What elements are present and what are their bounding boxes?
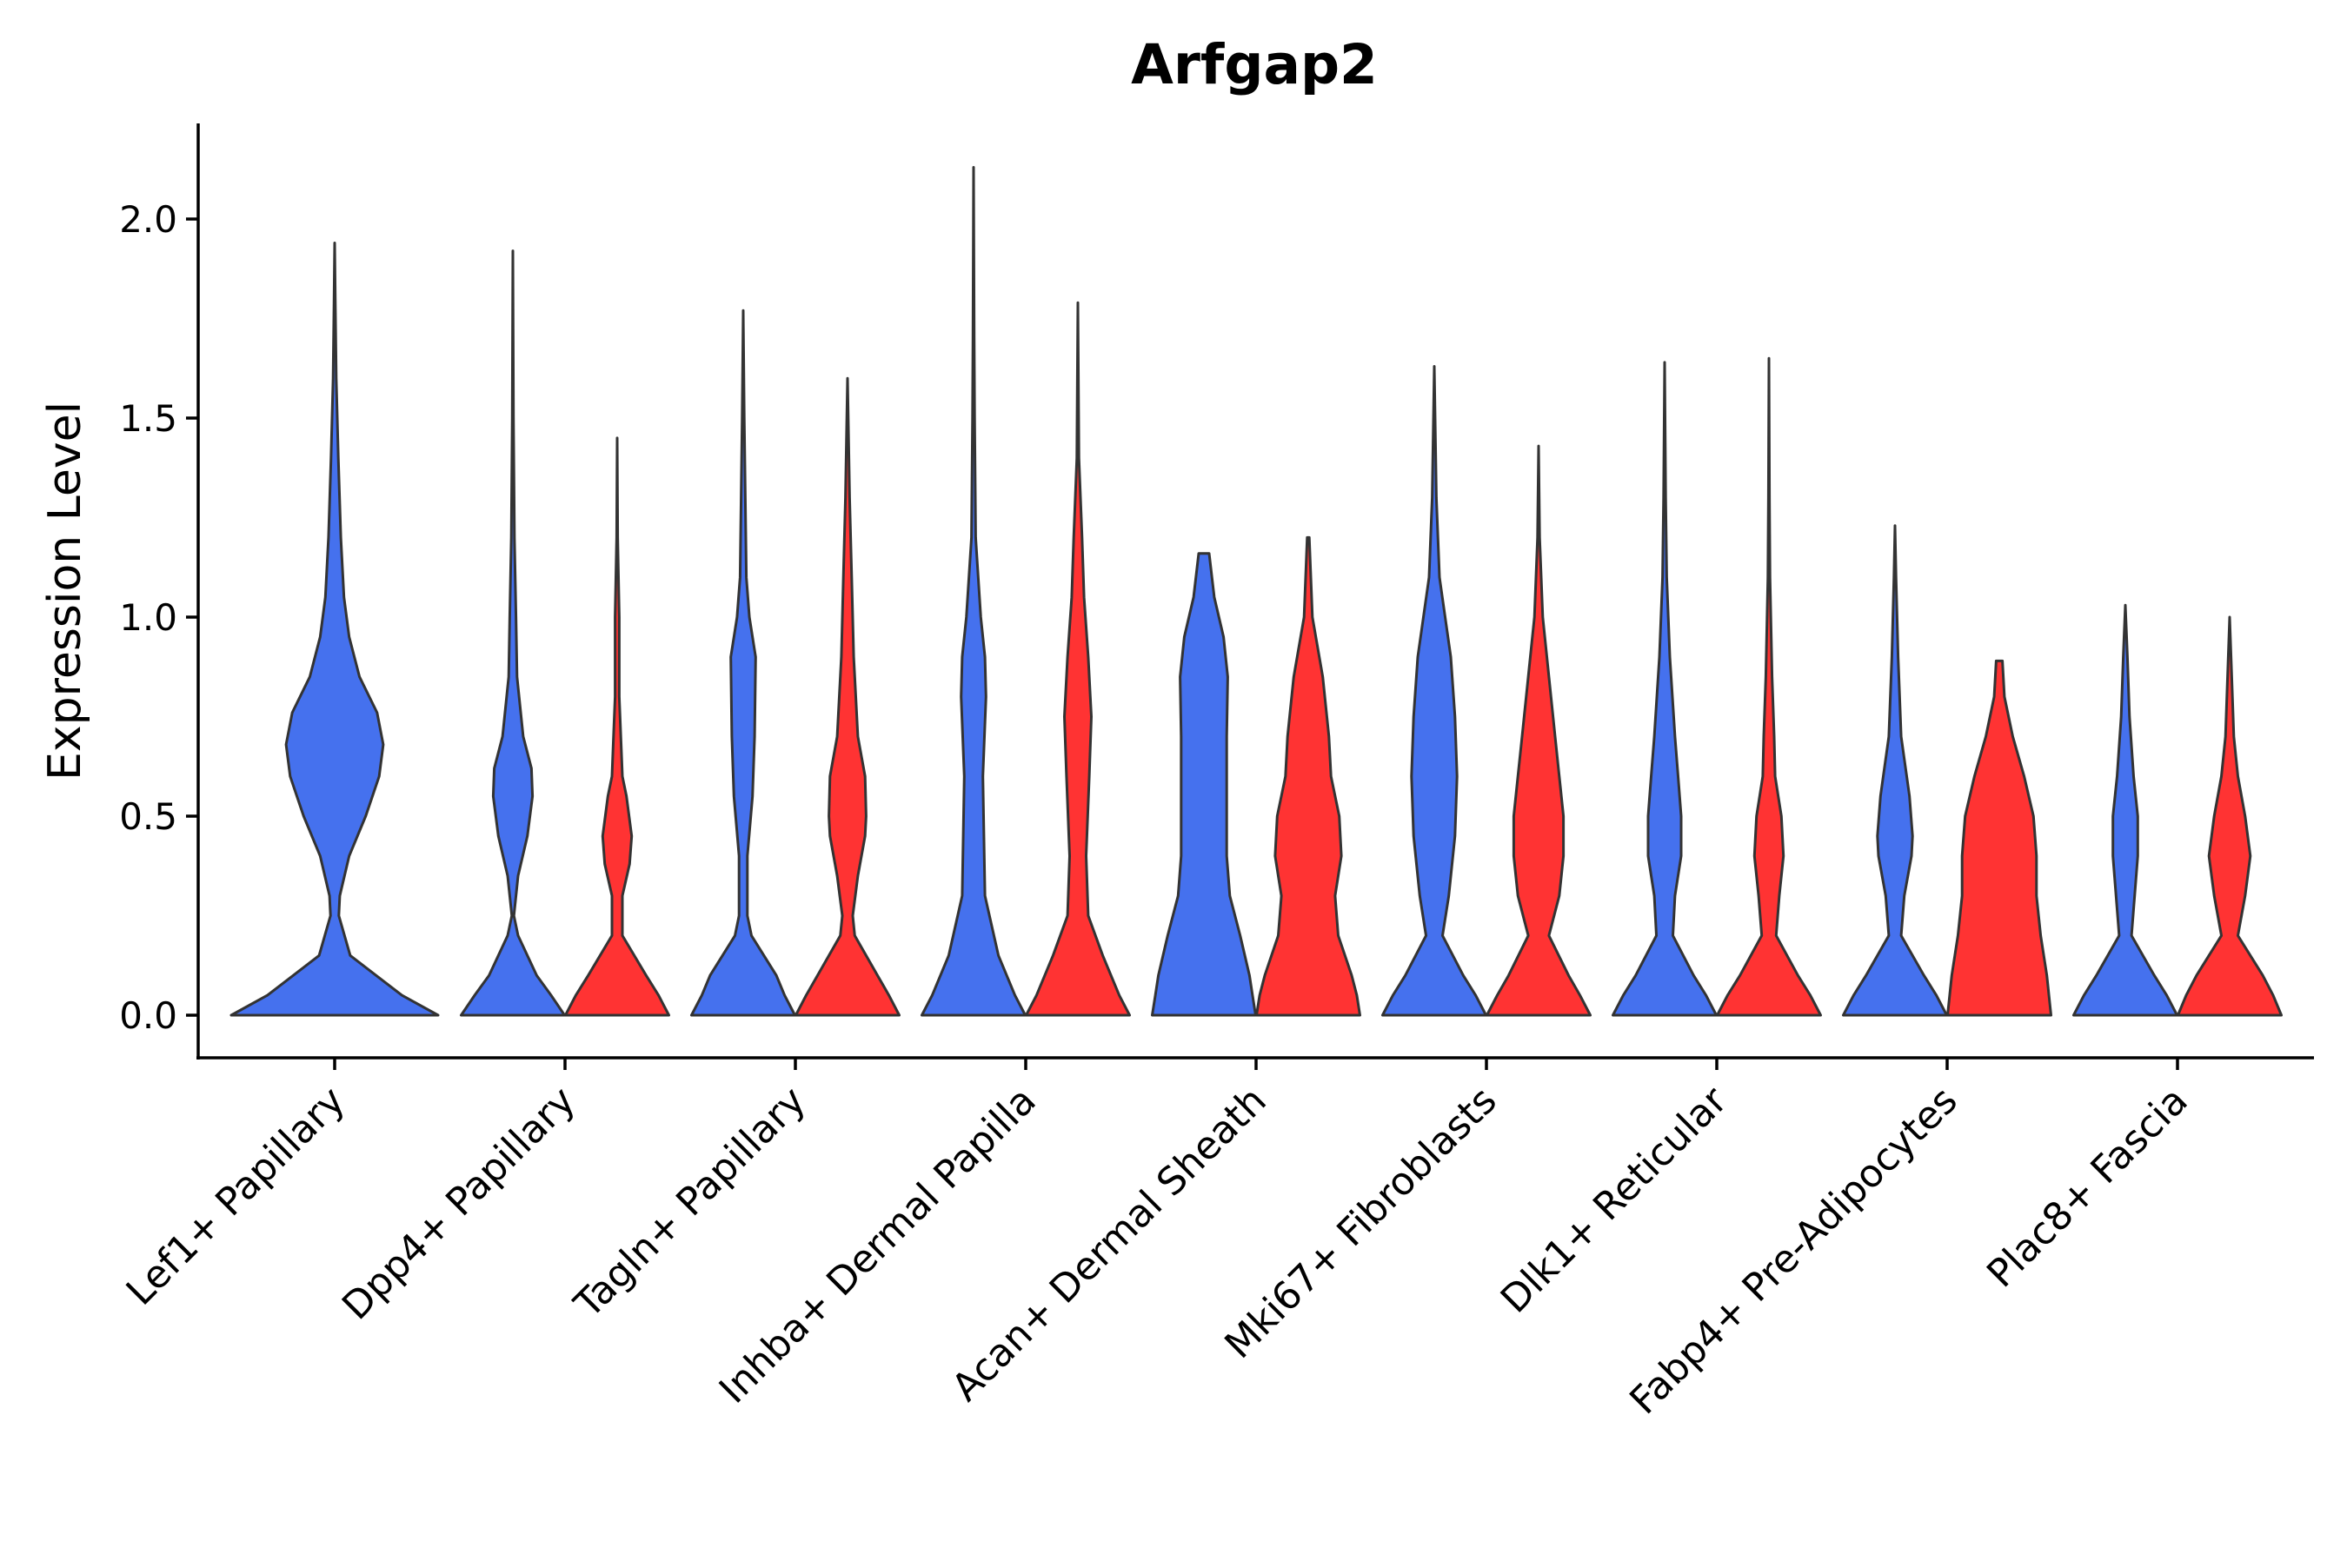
x-tick-label: Dlk1+ Reticular	[1493, 1078, 1737, 1322]
violin-dpp4-papillary-red	[564, 436, 670, 1017]
y-tick-label: 2.0	[119, 198, 177, 241]
violin-dlk1-reticular-red	[1716, 356, 1822, 1017]
y-tick-group: 0.0 0.5 1.0 1.5 2.0	[119, 198, 198, 1037]
violin-lef1-papillary-blue	[229, 242, 440, 1017]
x-tick-label: Lef1+ Papillary	[118, 1079, 354, 1314]
y-tick-label: 0.5	[119, 795, 177, 838]
violin-dlk1-reticular-blue	[1612, 361, 1718, 1017]
x-tick-label: Plac8+ Fascia	[1978, 1079, 2197, 1297]
y-tick-label: 1.0	[119, 596, 177, 639]
violin-inhba-dermal-papilla-red	[1025, 301, 1131, 1017]
violin-fabp4-pre-adipocytes-blue	[1842, 524, 1948, 1017]
violin-tagln-papillary-red	[795, 376, 901, 1017]
violin-mki67-fibroblasts-blue	[1381, 365, 1487, 1017]
violin-mki67-fibroblasts-red	[1486, 444, 1592, 1017]
y-tick-label: 1.5	[119, 397, 177, 440]
violin-dpp4-papillary-blue	[460, 249, 566, 1017]
violin-plac8-fascia-red	[2177, 615, 2283, 1017]
y-axis-title: Expression Level	[39, 402, 91, 781]
violin-tagln-papillary-blue	[690, 309, 796, 1017]
y-tick-label: 0.0	[119, 994, 177, 1037]
violin-plac8-fascia-blue	[2072, 603, 2178, 1017]
violin-fabp4-pre-adipocytes-red	[1946, 659, 2052, 1017]
violin-layer	[229, 166, 2283, 1017]
x-tick-label: Tagln+ Papillary	[566, 1079, 814, 1327]
violin-acan-dermal-sheath-red	[1255, 535, 1361, 1017]
x-tick-label: Dpp4+ Papillary	[334, 1079, 584, 1329]
chart-title: Arfgap2	[1131, 33, 1378, 96]
violin-acan-dermal-sheath-blue	[1151, 552, 1257, 1017]
violin-inhba-dermal-papilla-blue	[921, 166, 1027, 1017]
